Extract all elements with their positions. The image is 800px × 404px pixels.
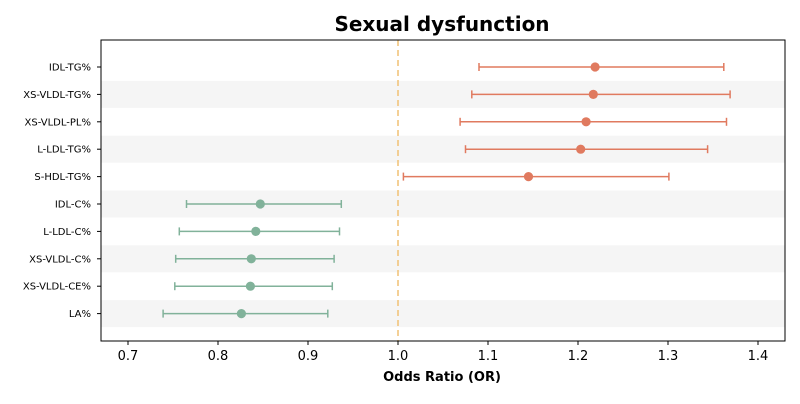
point-estimate: [590, 62, 600, 72]
y-tick-label: LA%: [69, 309, 91, 320]
error-bar-8: [174, 254, 335, 264]
y-tick-label: XS-VLDL-C%: [29, 254, 91, 265]
error-bar-1: [478, 62, 725, 72]
x-ticks: 0.7 0.8 0.9 1.0 1.1 1.2 1.3 1.4: [118, 341, 769, 364]
x-tick-label: 1.2: [568, 349, 589, 364]
y-tick-label: XS-VLDL-CE%: [23, 282, 91, 293]
point-estimate: [251, 226, 261, 236]
point-estimate: [236, 309, 246, 319]
y-tick-label: L-LDL-C%: [43, 227, 91, 238]
error-bar-2: [471, 89, 731, 99]
x-tick-label: 0.7: [118, 349, 139, 364]
y-ticks: IDL-TG% XS-VLDL-TG% XS-VLDL-PL% L-LDL-TG% S-…: [23, 63, 101, 320]
point-estimate: [576, 144, 586, 154]
y-tick-label: L-LDL-TG%: [37, 145, 91, 156]
error-bar-10: [162, 309, 329, 319]
x-tick-label: 1.0: [388, 349, 409, 364]
error-bar-5: [402, 172, 670, 182]
chart-title: Sexual dysfunction: [334, 12, 549, 36]
error-bar-6: [185, 199, 343, 209]
plot-frame: [100, 39, 786, 342]
error-bar-4: [464, 144, 709, 154]
y-tick-label: IDL-C%: [55, 200, 91, 211]
x-tick-label: 1.4: [748, 349, 769, 364]
error-bar-3: [459, 117, 728, 127]
y-tick-label: IDL-TG%: [49, 63, 91, 74]
y-tick-label: S-HDL-TG%: [34, 172, 91, 183]
point-estimate: [246, 254, 256, 264]
x-tick-label: 1.3: [658, 349, 679, 364]
error-bar-7: [178, 226, 341, 236]
axes: [100, 39, 786, 342]
x-tick-label: 1.1: [478, 349, 499, 364]
y-tick-label: XS-VLDL-TG%: [23, 90, 91, 101]
y-tick-label: XS-VLDL-PL%: [25, 117, 91, 128]
x-axis-label: Odds Ratio (OR): [383, 370, 501, 385]
x-tick-label: 0.9: [298, 349, 319, 364]
x-tick-label: 0.8: [208, 349, 229, 364]
point-estimate: [245, 281, 255, 291]
error-bar-9: [174, 281, 334, 291]
point-estimate: [588, 89, 598, 99]
point-estimate: [581, 117, 591, 127]
point-estimate: [523, 172, 534, 182]
point-estimate: [255, 199, 265, 209]
error-bars: [162, 62, 731, 319]
